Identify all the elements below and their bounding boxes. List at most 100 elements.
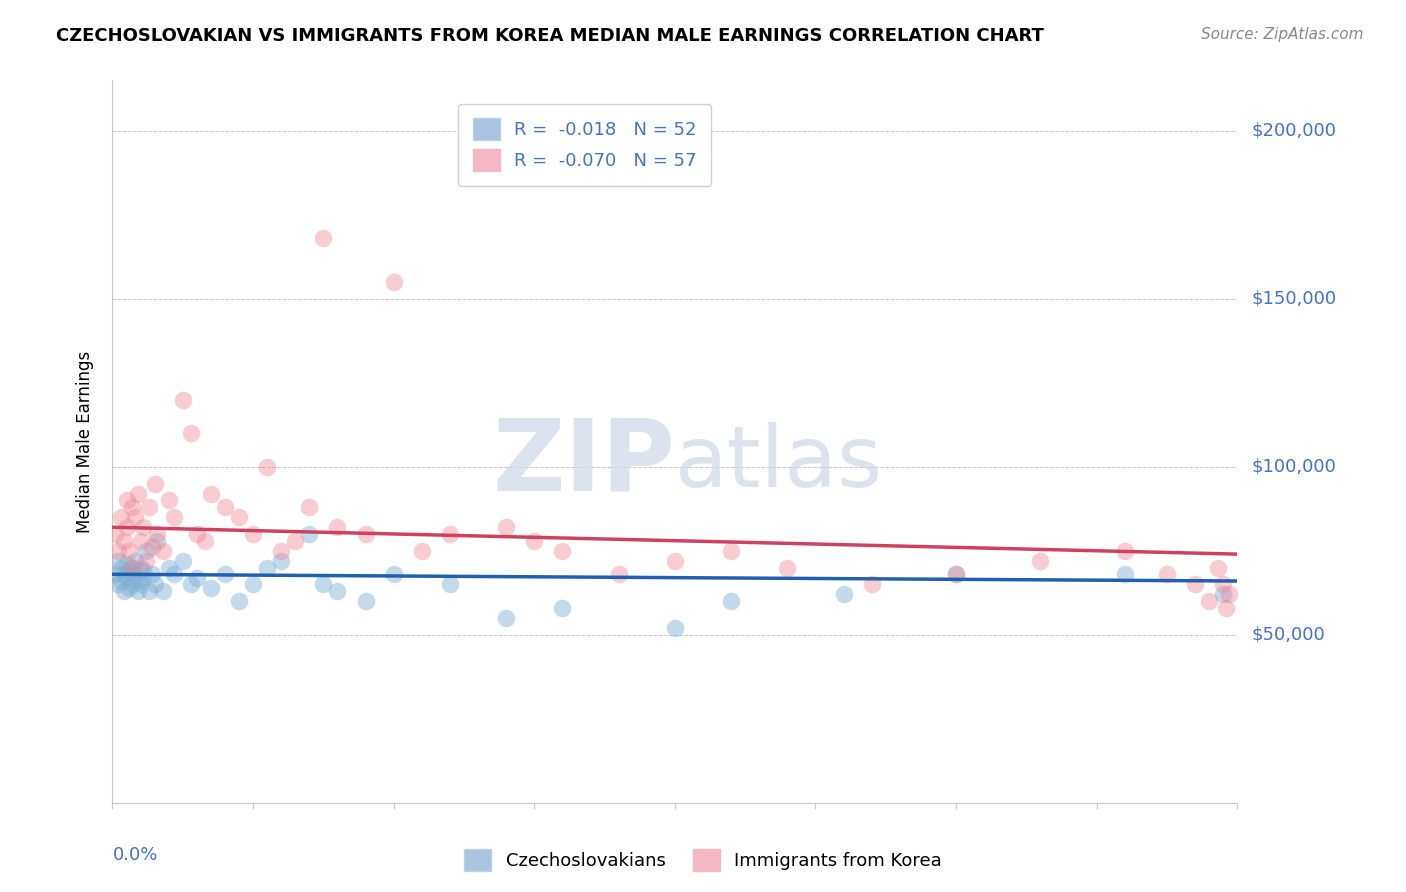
Point [124, 510, 146, 524]
Point [112, 533, 135, 548]
Point [186, 527, 208, 541]
Text: $200,000: $200,000 [1251, 121, 1336, 140]
Point [115, 493, 138, 508]
Legend: Czechoslovakians, Immigrants from Korea: Czechoslovakians, Immigrants from Korea [457, 842, 949, 879]
Point [135, 543, 157, 558]
Point [141, 541, 163, 555]
Point [326, 520, 349, 534]
Point [115, 558, 138, 572]
Point [214, 500, 236, 514]
Point [163, 510, 186, 524]
Point [1156, 567, 1178, 582]
Point [146, 533, 169, 548]
Y-axis label: Median Male Earnings: Median Male Earnings [76, 351, 94, 533]
Point [118, 581, 141, 595]
Point [607, 567, 630, 582]
Point [1198, 594, 1220, 608]
Point [132, 571, 155, 585]
Point [1218, 587, 1240, 601]
Point [326, 584, 349, 599]
Point [115, 520, 138, 534]
Text: $50,000: $50,000 [1251, 626, 1324, 644]
Point [152, 584, 174, 599]
Point [104, 527, 127, 541]
Point [124, 554, 146, 568]
Text: 0.0%: 0.0% [112, 847, 157, 864]
Point [382, 567, 405, 582]
Point [157, 560, 180, 574]
Point [1114, 543, 1136, 558]
Point [115, 571, 138, 585]
Point [121, 577, 143, 591]
Point [1114, 567, 1136, 582]
Point [1184, 577, 1206, 591]
Text: Source: ZipAtlas.com: Source: ZipAtlas.com [1201, 27, 1364, 42]
Point [200, 486, 222, 500]
Point [157, 493, 180, 508]
Point [945, 567, 967, 582]
Point [180, 426, 202, 441]
Point [270, 543, 292, 558]
Point [312, 231, 335, 245]
Point [110, 510, 132, 524]
Point [107, 543, 129, 558]
Point [138, 500, 160, 514]
Point [138, 584, 160, 599]
Point [382, 275, 405, 289]
Point [104, 567, 127, 582]
Point [832, 587, 855, 601]
Point [112, 567, 135, 582]
Point [242, 577, 264, 591]
Point [214, 567, 236, 582]
Point [1212, 587, 1234, 601]
Point [112, 584, 135, 599]
Point [664, 554, 686, 568]
Point [132, 564, 155, 578]
Point [312, 577, 335, 591]
Point [256, 560, 278, 574]
Point [439, 577, 461, 591]
Text: ZIP: ZIP [492, 415, 675, 512]
Point [121, 560, 143, 574]
Point [172, 392, 194, 407]
Text: $150,000: $150,000 [1251, 290, 1336, 308]
Point [180, 577, 202, 591]
Point [298, 527, 321, 541]
Point [152, 543, 174, 558]
Point [127, 486, 149, 500]
Text: atlas: atlas [675, 422, 883, 505]
Point [110, 560, 132, 574]
Point [228, 594, 250, 608]
Point [411, 543, 433, 558]
Point [354, 527, 377, 541]
Point [298, 500, 321, 514]
Point [121, 500, 143, 514]
Point [551, 600, 574, 615]
Point [163, 567, 186, 582]
Point [200, 581, 222, 595]
Point [945, 567, 967, 582]
Point [664, 621, 686, 635]
Point [439, 527, 461, 541]
Point [1212, 577, 1234, 591]
Point [118, 543, 141, 558]
Point [143, 577, 166, 591]
Point [127, 574, 149, 588]
Point [127, 584, 149, 599]
Point [284, 533, 307, 548]
Point [186, 571, 208, 585]
Point [256, 459, 278, 474]
Point [776, 560, 799, 574]
Point [121, 560, 143, 574]
Point [495, 611, 517, 625]
Point [110, 574, 132, 588]
Point [354, 594, 377, 608]
Point [860, 577, 883, 591]
Point [194, 533, 217, 548]
Point [495, 520, 517, 534]
Point [129, 560, 152, 574]
Text: $100,000: $100,000 [1251, 458, 1336, 475]
Point [523, 533, 546, 548]
Point [551, 543, 574, 558]
Point [146, 527, 169, 541]
